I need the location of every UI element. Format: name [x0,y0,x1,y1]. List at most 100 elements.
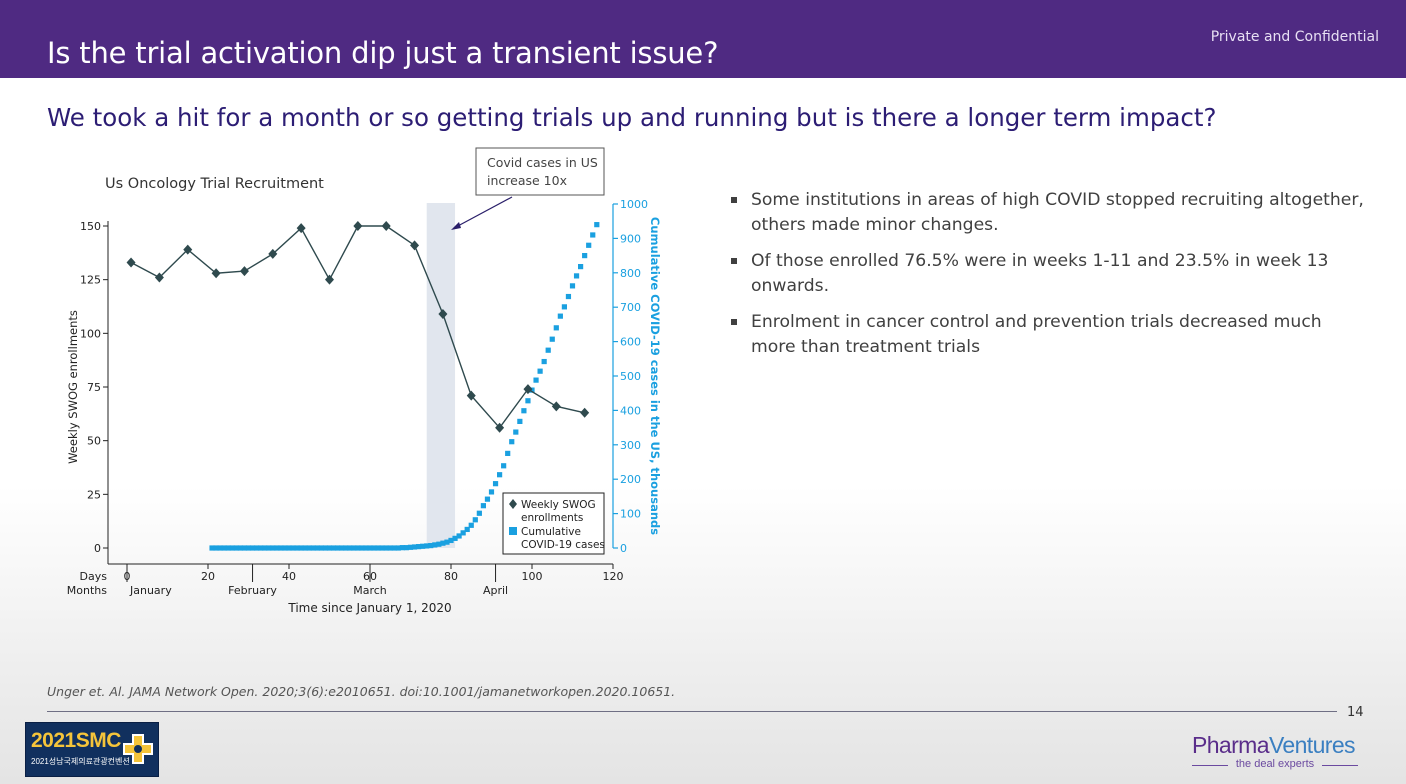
callout-arrowhead-icon [451,222,461,230]
left-y-tick-label: 100 [80,327,101,340]
bullet-text: Some institutions in areas of high COVID… [751,190,1364,235]
enrollment-point [183,244,193,255]
covid-cases-point [488,489,495,495]
covid-cases-point [278,545,284,551]
covid-cases-point [330,545,337,551]
right-y-tick-label: 0 [620,542,627,555]
enrollment-point [551,401,561,412]
enrollment-point [495,422,505,433]
covid-cases-point [363,545,369,551]
covid-cases-point [424,543,430,549]
pharma-word: Pharma [1192,732,1270,758]
bullet-item: Some institutions in areas of high COVID… [730,188,1370,238]
covid-cases-point [541,358,547,365]
month-label: January [129,584,172,597]
chart-title: Us Oncology Trial Recruitment [105,176,324,192]
covid-cases-point [213,545,219,551]
right-y-tick-label: 100 [620,508,641,521]
covid-cases-point [484,496,491,502]
medical-cross-icon [123,734,153,764]
footer-divider [47,711,1337,712]
enrollment-point [523,384,533,395]
covid-cases-point [245,545,252,551]
enrollment-point [154,272,164,283]
right-y-tick-label: 200 [620,473,641,486]
covid-cases-point [448,537,454,544]
covid-cases-point [339,545,345,551]
covid-cases-point [578,264,584,270]
covid-cases-point [420,543,426,549]
tagline-rule-right [1322,765,1358,766]
covid-cases-point [456,533,462,539]
covid-cases-point [359,545,365,551]
covid-cases-point [505,450,511,456]
covid-cases-point [270,545,276,551]
covid-cases-point [476,510,482,516]
covid-cases-point [549,336,555,342]
covid-cases-point [533,377,539,383]
slide-subtitle: We took a hit for a month or so getting … [47,103,1217,132]
covid-cases-point [290,545,296,551]
right-y-tick-label: 800 [620,267,641,280]
covid-cases-point [249,545,256,551]
covid-cases-point [371,545,377,551]
enrollment-line [130,225,585,429]
right-y-tick-label: 300 [620,439,641,452]
bullet-item: Enrolment in cancer control and preventi… [730,310,1370,360]
covid-cases-point [513,429,519,435]
covid-cases-point [306,545,312,551]
slide-title: Is the trial activation dip just a trans… [47,36,719,70]
enrollment-point [580,407,590,418]
tagline-rule-left [1192,765,1228,766]
highlight-band [426,203,456,548]
left-y-tick-label: 75 [87,381,101,394]
covid-cases-point [501,463,507,469]
callout-arrow-line [455,196,513,228]
x-tick-label: 80 [444,570,458,583]
left-y-tick-label: 150 [80,220,101,233]
right-y-tick-label: 600 [620,336,641,349]
month-label: February [228,584,277,597]
covid-cases-point [221,545,227,551]
right-y-tick-label: 900 [620,232,641,245]
smc-logo-text: 2021SMC [31,729,121,752]
covid-cases-point [314,545,320,551]
covid-cases-point [472,517,478,523]
covid-cases-point [326,545,333,551]
x-tick-label: 40 [282,570,296,583]
covid-cases-point [395,545,401,551]
legend-diamond-icon [509,499,517,509]
covid-cases-point [351,545,357,551]
bullet-item: Of those enrolled 76.5% were in weeks 1-… [730,249,1370,299]
covid-cases-point [254,545,260,551]
legend-label: Weekly SWOG [521,499,596,511]
covid-cases-point [262,545,268,551]
covid-cases-point [318,545,324,551]
covid-cases-point [383,545,389,551]
covid-cases-point [492,481,499,487]
covid-cases-point [440,540,446,546]
covid-cases-point [521,408,527,414]
left-y-tick-label: 0 [94,542,101,555]
left-y-tick-label: 125 [80,274,101,287]
covid-cases-point [497,472,503,478]
title-bar: Is the trial activation dip just a trans… [0,0,1406,78]
pharmaventures-tagline: the deal experts [1235,758,1315,770]
covid-cases-point [322,545,329,551]
covid-cases-point [411,544,418,550]
covid-cases-point [452,535,458,541]
covid-cases-point [391,545,397,551]
covid-cases-point [509,439,515,445]
covid-cases-point [444,539,450,545]
covid-cases-point [229,545,235,551]
covid-cases-point [294,545,300,551]
covid-cases-point [302,545,308,551]
callout-text: increase 10x [487,173,567,188]
citation: Unger et. Al. JAMA Network Open. 2020;3(… [47,684,676,699]
right-y-tick-label: 500 [620,370,641,383]
right-y-tick-label: 700 [620,301,641,314]
callout-text: Covid cases in US [487,155,598,170]
covid-cases-point [557,313,563,319]
bullet-text: Of those enrolled 76.5% were in weeks 1-… [751,251,1329,296]
legend-label: Cumulative [521,526,581,538]
